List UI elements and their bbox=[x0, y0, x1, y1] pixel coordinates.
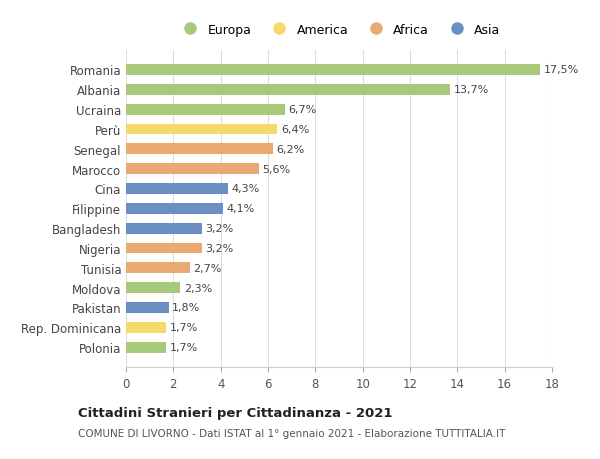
Bar bbox=[126, 144, 273, 155]
Text: 3,2%: 3,2% bbox=[205, 224, 233, 234]
Bar bbox=[126, 203, 223, 214]
Text: 2,3%: 2,3% bbox=[184, 283, 212, 293]
Text: Cittadini Stranieri per Cittadinanza - 2021: Cittadini Stranieri per Cittadinanza - 2… bbox=[78, 406, 392, 419]
Bar bbox=[126, 283, 181, 293]
Bar bbox=[126, 84, 450, 95]
Bar bbox=[126, 65, 540, 76]
Bar bbox=[126, 105, 284, 115]
Bar bbox=[126, 302, 169, 313]
Bar bbox=[126, 223, 202, 234]
Text: 4,1%: 4,1% bbox=[227, 204, 255, 214]
Bar bbox=[126, 164, 259, 175]
Legend: Europa, America, Africa, Asia: Europa, America, Africa, Asia bbox=[173, 19, 505, 42]
Text: 6,2%: 6,2% bbox=[276, 145, 305, 155]
Bar bbox=[126, 124, 277, 135]
Bar bbox=[126, 243, 202, 254]
Text: 13,7%: 13,7% bbox=[454, 85, 489, 95]
Bar bbox=[126, 263, 190, 274]
Text: 5,6%: 5,6% bbox=[262, 164, 290, 174]
Text: 1,8%: 1,8% bbox=[172, 303, 200, 313]
Bar bbox=[126, 342, 166, 353]
Text: 1,7%: 1,7% bbox=[170, 323, 198, 333]
Text: 6,7%: 6,7% bbox=[288, 105, 316, 115]
Text: COMUNE DI LIVORNO - Dati ISTAT al 1° gennaio 2021 - Elaborazione TUTTITALIA.IT: COMUNE DI LIVORNO - Dati ISTAT al 1° gen… bbox=[78, 428, 505, 438]
Text: 6,4%: 6,4% bbox=[281, 125, 309, 134]
Text: 1,7%: 1,7% bbox=[170, 342, 198, 353]
Text: 4,3%: 4,3% bbox=[232, 184, 260, 194]
Bar bbox=[126, 184, 228, 195]
Text: 3,2%: 3,2% bbox=[205, 243, 233, 253]
Text: 17,5%: 17,5% bbox=[544, 65, 579, 75]
Bar bbox=[126, 322, 166, 333]
Text: 2,7%: 2,7% bbox=[193, 263, 222, 273]
